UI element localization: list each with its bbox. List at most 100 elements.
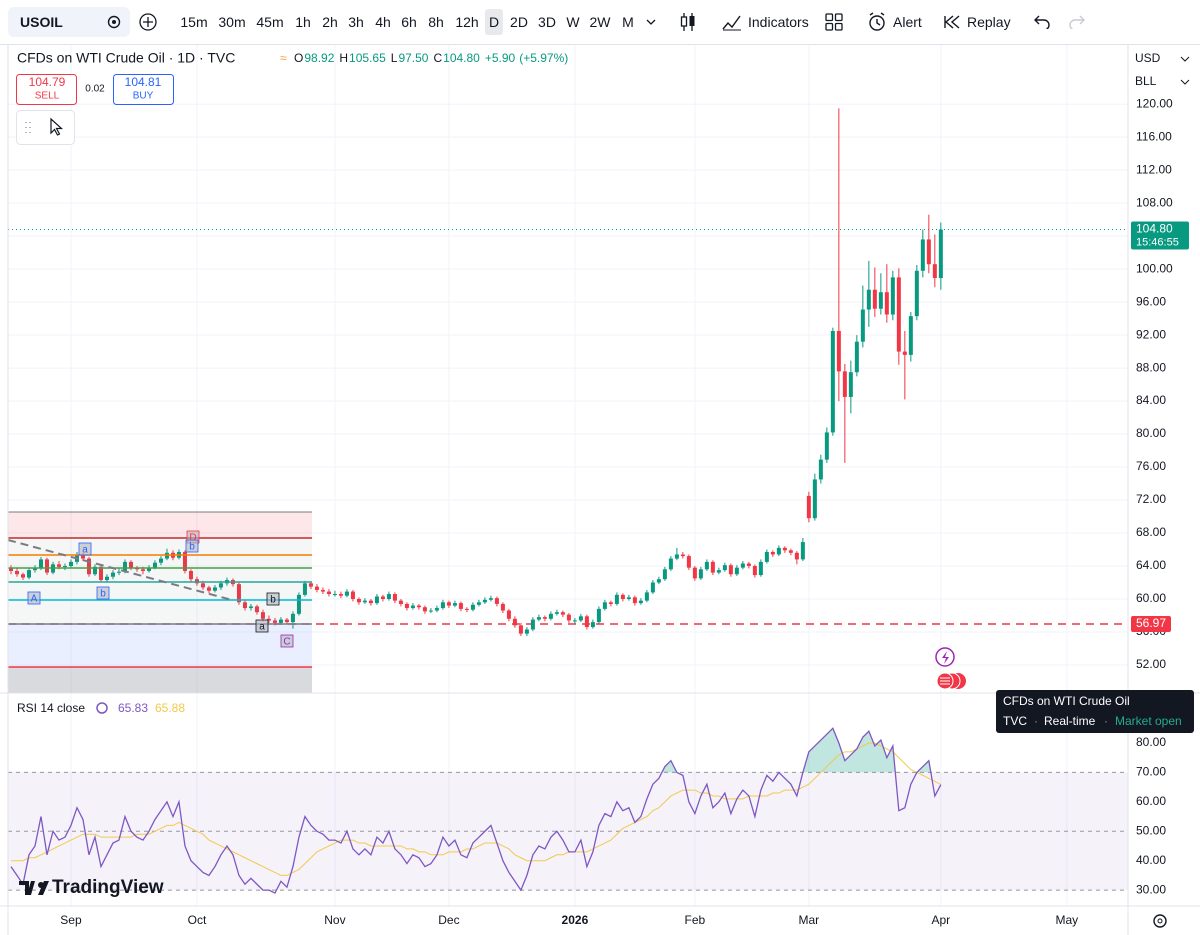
fib-band <box>8 512 312 538</box>
candle-body <box>428 610 433 612</box>
y-tick-label: 52.00 <box>1136 657 1166 671</box>
candle-body <box>770 551 775 555</box>
undo-button[interactable] <box>1034 15 1050 29</box>
rsi-title: RSI 14 close <box>17 701 85 715</box>
candle-body <box>674 554 679 559</box>
candle-body <box>44 559 49 573</box>
rsi-settings-icon[interactable] <box>96 702 108 714</box>
candle-body <box>518 625 523 634</box>
interval-button[interactable]: W <box>566 14 580 30</box>
candle-body <box>344 591 349 596</box>
ohlc-value: 98.92 <box>304 51 334 65</box>
cursor-tool[interactable] <box>50 117 64 136</box>
interval-button[interactable]: 45m <box>256 14 284 30</box>
candle-body <box>188 570 193 580</box>
wave-label: b <box>270 595 276 606</box>
tooltip-source: TVC <box>1003 714 1027 728</box>
y-tick-label: 68.00 <box>1136 525 1166 539</box>
candle-body <box>470 604 475 610</box>
ohlc-legend: O98.92 H105.65 L97.50 C104.80 +5.90 (+5.97%) <box>294 51 568 65</box>
candle-body <box>668 558 673 570</box>
layouts-button[interactable] <box>825 13 843 31</box>
indicators-label[interactable]: Indicators <box>748 14 809 30</box>
y-tick-label: 80.00 <box>1136 426 1166 440</box>
interval-button[interactable]: 12h <box>455 14 479 30</box>
candle-body <box>86 558 91 575</box>
candle-body <box>350 591 355 599</box>
replay-button[interactable]: Replay <box>943 0 1011 44</box>
sell-button[interactable]: 104.79 SELL <box>16 74 77 105</box>
candle-body <box>578 616 583 621</box>
interval-button[interactable]: 4h <box>375 14 391 30</box>
logo-mark <box>38 881 49 895</box>
interval-button[interactable]: 2h <box>322 14 338 30</box>
y-tick-label: 64.00 <box>1136 558 1166 572</box>
interval-button[interactable]: M <box>622 14 634 30</box>
candle-body <box>680 554 685 557</box>
currency[interactable]: USD <box>1135 51 1161 65</box>
compare-button[interactable] <box>139 13 157 31</box>
candle-body <box>56 564 61 567</box>
drawing-toolbar-box <box>16 110 75 145</box>
rsi-ma-line <box>10 742 942 876</box>
chart-type-button[interactable] <box>678 11 698 33</box>
candle-body <box>254 606 259 613</box>
candle-body <box>620 594 625 599</box>
interval-button[interactable]: D <box>484 9 504 35</box>
candle-body <box>662 569 667 580</box>
rsi-tick-label: 80.00 <box>1136 735 1166 749</box>
buy-button[interactable]: 104.81 BUY <box>113 74 174 105</box>
interval-button[interactable]: 1h <box>295 14 311 30</box>
alert-button[interactable]: Alert <box>867 0 922 44</box>
event-icons <box>935 647 966 690</box>
interval-button[interactable]: 3h <box>348 14 364 30</box>
sell-price[interactable]: 104.79 <box>29 75 66 89</box>
settings-button[interactable] <box>1153 914 1167 928</box>
indicators-button[interactable]: Indicators <box>722 0 809 44</box>
candle-body <box>920 239 925 271</box>
change-pct: (+5.97%) <box>519 51 568 65</box>
sell-box[interactable] <box>16 74 77 105</box>
interval-button[interactable]: 30m <box>218 14 246 30</box>
drag-handle[interactable] <box>25 122 31 133</box>
unit[interactable]: BLL <box>1135 74 1157 88</box>
interval-button[interactable]: 2D <box>510 14 528 30</box>
ohlc-key: H <box>339 51 348 65</box>
overbought-fill <box>661 728 931 773</box>
interval-button[interactable]: 2W <box>589 14 611 30</box>
sell-label[interactable]: SELL <box>35 91 60 102</box>
candle-body <box>218 583 223 588</box>
wave-label-box <box>27 591 41 605</box>
candle-body <box>836 330 841 372</box>
symbol-search[interactable]: USOIL <box>8 7 130 37</box>
redo-button[interactable] <box>1069 15 1085 29</box>
buy-label[interactable]: BUY <box>133 91 154 102</box>
replay-label[interactable]: Replay <box>967 14 1011 30</box>
candle-body <box>488 598 493 600</box>
currency-menu[interactable] <box>1180 56 1190 62</box>
wave-label: a <box>82 545 88 556</box>
interval-button[interactable]: 15m <box>180 14 208 30</box>
interval-button[interactable]: 8h <box>428 14 444 30</box>
buy-box[interactable] <box>113 74 174 105</box>
candle-body <box>860 309 865 342</box>
candle-body <box>632 597 637 604</box>
candle-body <box>914 270 919 317</box>
unit-menu[interactable] <box>1180 79 1190 85</box>
candle-body <box>158 558 163 563</box>
candle-body <box>734 567 739 575</box>
buy-price[interactable]: 104.81 <box>125 75 162 89</box>
candle-body <box>326 591 331 595</box>
candle-body <box>896 277 901 352</box>
candle-body <box>524 629 529 634</box>
candle-body <box>542 617 547 619</box>
alert-label[interactable]: Alert <box>893 14 922 30</box>
interval-button[interactable]: 3D <box>538 14 556 30</box>
candle-body <box>548 613 553 619</box>
interval-button[interactable]: 6h <box>401 14 417 30</box>
symbol[interactable]: USOIL <box>20 14 63 30</box>
candle-body <box>926 239 931 265</box>
interval-menu[interactable] <box>645 17 657 27</box>
candle-body <box>788 550 793 553</box>
